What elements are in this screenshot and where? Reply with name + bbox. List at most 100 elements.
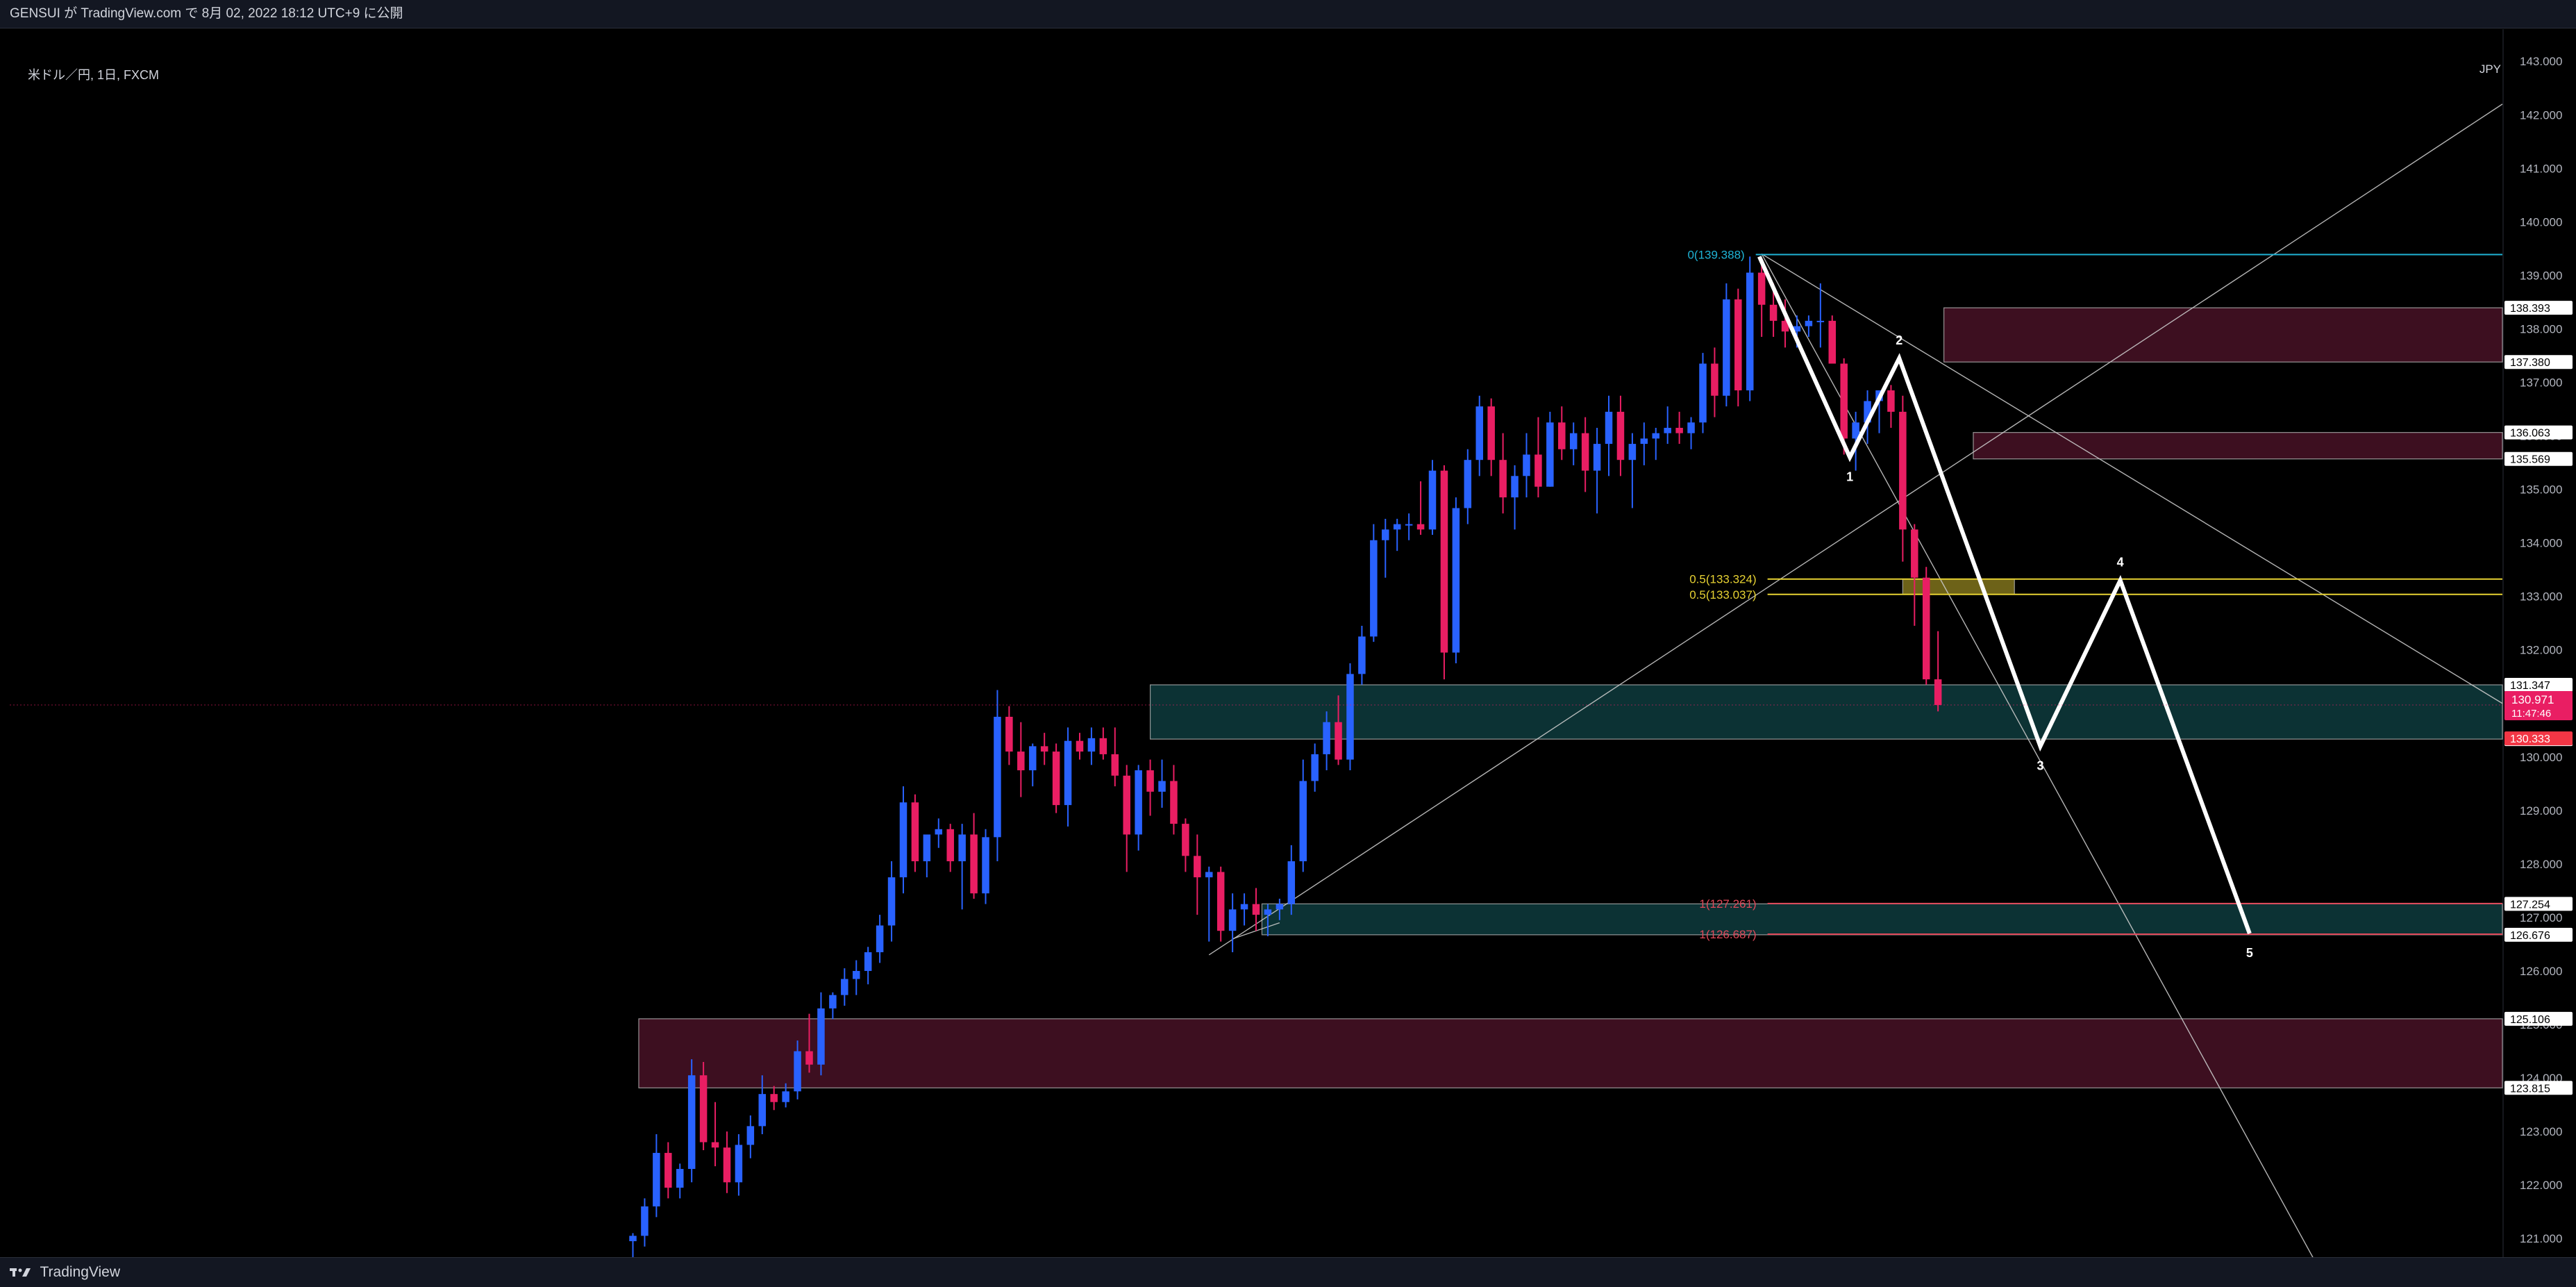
candle-body: [1064, 740, 1072, 806]
price-tag-label: 135.569: [2510, 454, 2550, 466]
candle-body: [876, 925, 884, 952]
candle-body: [852, 970, 860, 979]
candle-body: [923, 834, 931, 862]
candle-body: [1769, 304, 1778, 321]
candle-body: [958, 834, 966, 862]
fib-label: 1(127.261): [1699, 897, 1756, 911]
candle-body: [1546, 422, 1554, 487]
price-tag-label: 123.815: [2510, 1083, 2550, 1095]
tradingview-logo-icon: [10, 1268, 31, 1277]
candle-body: [653, 1152, 660, 1206]
candle-body: [1723, 299, 1730, 396]
candlestick-chart[interactable]: 0(139.388) 0.5(133.324) 0.5(133.037) 1(127.…: [10, 29, 2576, 1284]
candle-body: [1934, 679, 1942, 706]
candle-body: [629, 1236, 637, 1242]
candle-body: [1781, 320, 1789, 332]
candle-body: [899, 802, 908, 878]
chart-area[interactable]: 0(139.388) 0.5(133.324) 0.5(133.037) 1(127.…: [10, 29, 2576, 1284]
trend-line: [1208, 103, 2503, 956]
candle-body: [1216, 872, 1225, 931]
price-tick-label: 141.000: [2520, 162, 2562, 175]
candle-body: [1040, 746, 1048, 752]
candle-body: [841, 979, 848, 995]
candle-body: [1158, 781, 1166, 792]
last-price-box: [2504, 690, 2573, 720]
fib-label: 0.5(133.037): [1689, 588, 1756, 601]
candle-body: [1711, 363, 1718, 396]
fib-label: 0.5(133.324): [1689, 573, 1756, 586]
candle-body: [1675, 427, 1683, 433]
candle-body: [641, 1206, 649, 1236]
candle-body: [1087, 738, 1096, 752]
price-tick-label: 142.000: [2520, 108, 2562, 122]
price-tick-label: 126.000: [2520, 965, 2562, 978]
candle-body: [1757, 272, 1766, 305]
candle-body: [1287, 861, 1296, 904]
price-tick-label: 129.000: [2520, 804, 2562, 817]
candle-body: [1569, 433, 1578, 449]
price-tick-label: 139.000: [2520, 269, 2562, 282]
price-tag-label: 136.063: [2510, 428, 2550, 440]
tradingview-brand[interactable]: TradingView: [10, 1258, 120, 1287]
footer-bar: TradingView: [0, 1257, 2576, 1287]
price-tick-label: 138.000: [2520, 322, 2562, 335]
candle-body: [1558, 422, 1566, 449]
candle-body: [1323, 722, 1330, 754]
zone-box: [1973, 432, 2503, 460]
candle-body: [782, 1091, 789, 1102]
candle-body: [794, 1051, 801, 1092]
candle-body: [1170, 781, 1178, 824]
fib-label: 0(139.388): [1687, 249, 1744, 262]
candle-body: [1252, 904, 1260, 915]
zone-box: [1261, 903, 2503, 936]
price-tag-box: [2504, 451, 2573, 466]
wave-label: 1: [1846, 470, 1853, 483]
candle-body: [1358, 636, 1366, 674]
candle-body: [1699, 363, 1707, 423]
candle-body: [1887, 390, 1895, 412]
candle-body: [1605, 411, 1613, 445]
low-marker-label: 130.333: [2510, 733, 2550, 745]
brand-text: TradingView: [40, 1264, 121, 1280]
price-tag-box: [2504, 425, 2573, 440]
price-tag-box: [2504, 897, 2573, 911]
candle-body: [994, 717, 1001, 838]
candle-body: [911, 802, 919, 862]
trend-line: [1761, 254, 2315, 1261]
price-tick-label: 130.000: [2520, 751, 2562, 764]
candle-body: [687, 1075, 696, 1170]
price-tick-label: 135.000: [2520, 483, 2562, 497]
wave-path: [1757, 256, 2252, 935]
candle-body: [1452, 508, 1460, 653]
candle-body: [982, 837, 989, 894]
candle-body: [1899, 411, 1907, 530]
symbol-title[interactable]: 米ドル／円, 1日, FXCM: [28, 68, 160, 82]
candle-body: [1805, 320, 1813, 326]
price-tag-label: 125.106: [2510, 1014, 2550, 1026]
price-axis-currency: JPY: [2479, 63, 2501, 76]
candle-body: [970, 834, 978, 894]
price-tick-label: 140.000: [2520, 215, 2562, 229]
price-tick-label: 122.000: [2520, 1179, 2562, 1192]
price-tick-label: 133.000: [2520, 590, 2562, 604]
candle-body: [1523, 454, 1530, 476]
countdown-label: 11:47:46: [2511, 708, 2551, 720]
candle-body: [1311, 754, 1319, 781]
candle-body: [864, 952, 872, 971]
candle-body: [1146, 770, 1154, 792]
candle-body: [1076, 740, 1084, 752]
candle-body: [1299, 781, 1307, 862]
last-price-label: 130.971: [2511, 693, 2554, 706]
price-tag-label: 138.393: [2510, 303, 2550, 315]
candle-body: [1864, 401, 1871, 423]
publish-text: GENSUI が TradingView.com で 8月 02, 2022 1…: [10, 6, 403, 21]
price-tick-label: 134.000: [2520, 537, 2562, 550]
candle-body: [1616, 411, 1625, 460]
candle-body: [1416, 524, 1425, 530]
candle-body: [1382, 529, 1389, 540]
candle-body: [699, 1075, 708, 1143]
zone-box: [1149, 684, 2503, 740]
price-tick-label: 143.000: [2520, 55, 2562, 68]
candle-body: [1487, 406, 1495, 460]
wave-label: 2: [1896, 333, 1902, 347]
